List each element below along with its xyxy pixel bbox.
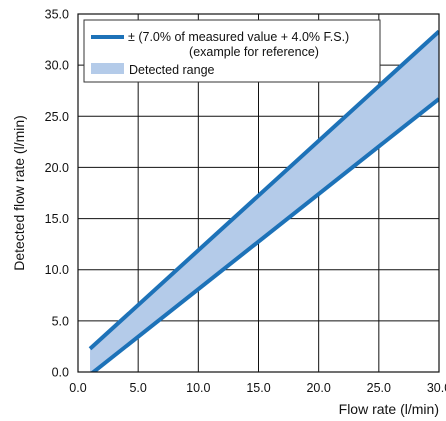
y-tick-label: 0.0 [52,366,69,380]
y-tick-label: 25.0 [45,110,69,124]
y-tick-label: 10.0 [45,263,69,277]
legend-box [83,19,381,83]
x-axis-ticks: 0.0 5.0 10.0 15.0 20.0 25.0 30.0 [69,381,446,395]
x-tick-label: 0.0 [69,381,86,395]
x-tick-label: 15.0 [246,381,270,395]
y-tick-label: 15.0 [45,212,69,226]
detected-range-band [90,31,439,372]
upper-boundary-line [88,29,439,351]
x-tick-label: 5.0 [129,381,146,395]
y-tick-label: 30.0 [45,59,69,73]
legend-label-boundary-note: (example for reference) [189,45,319,59]
y-axis-title: Detected flow rate (l/min) [11,115,27,271]
legend-band-swatch [91,63,124,74]
plot-frame [77,13,440,373]
legend-label-boundary: ± (7.0% of measured value + 4.0% F.S.) [128,30,349,44]
y-tick-label: 5.0 [52,314,69,328]
lower-boundary-line [90,97,439,372]
y-tick-label: 35.0 [45,8,69,22]
legend: ± (7.0% of measured value + 4.0% F.S.) (… [83,19,381,83]
x-axis-title: Flow rate (l/min) [339,401,439,417]
legend-label-detected-range: Detected range [129,63,215,77]
y-tick-label: 20.0 [45,161,69,175]
x-tick-label: 25.0 [367,381,391,395]
x-tick-label: 10.0 [186,381,210,395]
x-tick-label: 30.0 [427,381,446,395]
y-axis-ticks: 0.0 5.0 10.0 15.0 20.0 25.0 30.0 35.0 [45,8,69,380]
x-tick-label: 20.0 [306,381,330,395]
